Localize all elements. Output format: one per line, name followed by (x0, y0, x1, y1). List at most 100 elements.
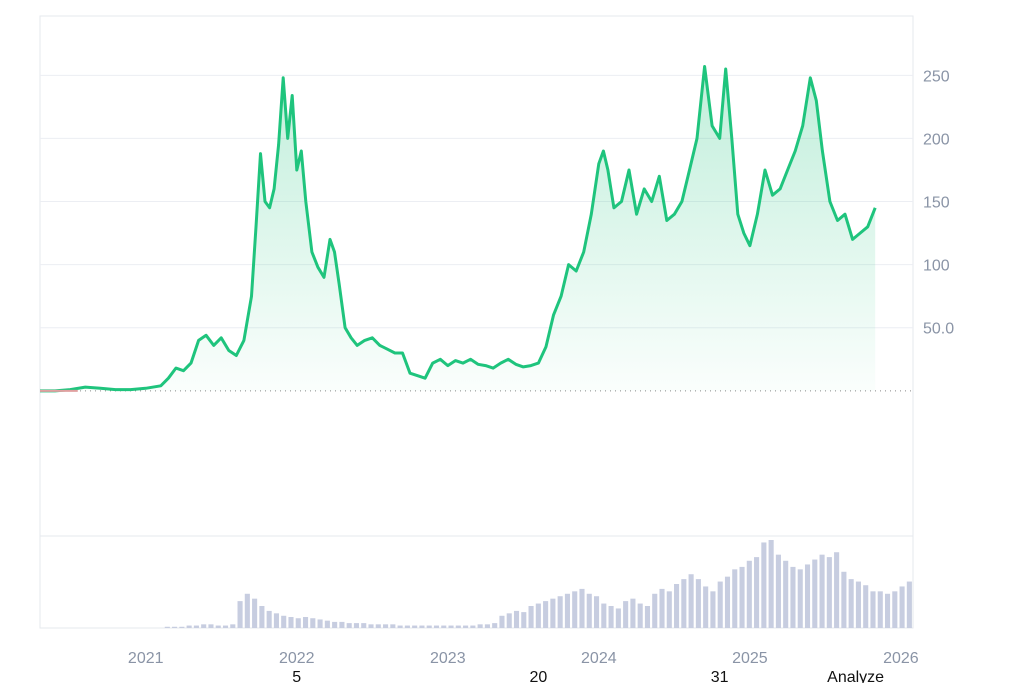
analyze-button[interactable]: Analyze (827, 669, 884, 683)
volume-bar-59 (470, 625, 476, 628)
volume-bar-100 (768, 540, 774, 628)
volume-bar-60 (477, 624, 483, 628)
volume-bar-96 (739, 566, 745, 628)
volume-bar-83 (644, 606, 651, 628)
annotation-label-1: 20 (530, 669, 548, 683)
volume-bar-21 (193, 625, 199, 628)
volume-bar-104 (797, 569, 803, 628)
volume-bar-54 (433, 625, 440, 628)
volume-bar-20 (186, 625, 192, 628)
volume-bar-49 (397, 625, 403, 628)
volume-bar-44 (361, 623, 367, 628)
volume-bar-103 (790, 566, 796, 628)
volume-bar-110 (841, 571, 847, 628)
volume-bar-40 (332, 621, 338, 628)
volume-bar-52 (419, 625, 425, 628)
volume-bar-75 (586, 593, 592, 628)
plot-frame (39, 15, 914, 629)
volume-bar-34 (288, 617, 294, 628)
volume-bar-55 (441, 625, 447, 628)
volume-bar-80 (623, 601, 629, 628)
volume-bar-51 (412, 625, 418, 628)
volume-bar-69 (543, 601, 549, 628)
volume-bar-47 (383, 624, 389, 628)
volume-bar-81 (630, 598, 636, 628)
x-tick-label-2021: 2021 (128, 650, 164, 667)
volume-bar-114 (870, 591, 876, 628)
x-tick-label-2025: 2025 (732, 650, 768, 667)
volume-bar-68 (535, 603, 541, 628)
volume-bar-70 (550, 598, 556, 628)
price-line (40, 65, 877, 393)
volume-bar-64 (506, 613, 512, 628)
volume-bar-41 (339, 621, 345, 628)
volume-bar-66 (521, 612, 527, 628)
volume-bar-93 (717, 581, 723, 628)
volume-bar-111 (848, 579, 854, 628)
volume-bar-19 (179, 626, 185, 628)
volume-bar-50 (404, 625, 410, 628)
volume-bar-25 (222, 625, 229, 628)
volume-bar-91 (703, 586, 709, 628)
y-tick-label-4: 250 (923, 68, 950, 85)
volume-bar-22 (201, 624, 207, 628)
volume-bar-77 (601, 603, 607, 628)
volume-bar-86 (666, 591, 672, 628)
volume-bar-43 (353, 623, 360, 628)
volume-bar-94 (724, 576, 731, 628)
volume-bar-87 (674, 584, 680, 628)
volume-bar-73 (572, 591, 578, 628)
volume-bar-58 (463, 625, 469, 628)
y-tick-label-0: 50.0 (923, 321, 954, 338)
volume-bar-76 (593, 596, 600, 628)
volume-bar-119 (906, 581, 912, 628)
volume-bar-74 (579, 588, 585, 628)
x-tick-label-2024: 2024 (581, 650, 617, 667)
volume-bar-78 (608, 606, 614, 628)
y-tick-label-2: 150 (923, 195, 950, 212)
volume-bar-53 (426, 625, 432, 628)
volume-bar-113 (863, 585, 869, 628)
volume-bar-102 (783, 560, 789, 628)
volume-bar-88 (681, 579, 687, 628)
volume-bar-116 (884, 593, 891, 628)
x-tick-label-2023: 2023 (430, 650, 466, 667)
volume-bar-105 (804, 564, 811, 628)
volume-bar-62 (492, 623, 498, 628)
volume-bar-112 (855, 581, 861, 628)
volume-bar-108 (826, 557, 832, 628)
volume-bar-23 (208, 624, 214, 628)
volume-bar-29 (252, 598, 258, 628)
volume-bar-65 (513, 610, 520, 628)
volume-bar-101 (775, 554, 781, 628)
annotation-label-0: 5 (292, 669, 301, 683)
price-area (40, 66, 876, 391)
volume-bar-67 (528, 606, 534, 628)
volume-bar-92 (710, 591, 716, 628)
volume-bar-115 (877, 591, 883, 628)
volume-bar-95 (732, 569, 738, 628)
volume-bar-99 (761, 542, 767, 628)
volume-bar-109 (834, 552, 840, 628)
volume-bar-37 (310, 618, 316, 628)
volume-bar-30 (259, 606, 265, 628)
volume-bar-72 (564, 593, 570, 628)
volume-bar-32 (273, 613, 279, 628)
y-tick-label-3: 200 (923, 131, 950, 148)
volume-bar-33 (281, 615, 287, 628)
volume-bar-56 (448, 625, 454, 628)
volume-bar-18 (172, 626, 178, 628)
y-tick-label-1: 100 (923, 258, 950, 275)
volume-bar-89 (688, 574, 694, 628)
x-tick-label-2022: 2022 (279, 650, 315, 667)
volume-bar-118 (899, 586, 905, 628)
volume-bar-79 (615, 608, 621, 628)
volume-bar-35 (295, 618, 301, 628)
volume-bar-31 (266, 610, 272, 628)
volume-bar-90 (695, 579, 701, 628)
volume-bar-97 (746, 560, 752, 628)
volume-bar-28 (244, 593, 250, 628)
volume-bar-85 (659, 588, 665, 628)
volume-bar-71 (557, 596, 563, 628)
